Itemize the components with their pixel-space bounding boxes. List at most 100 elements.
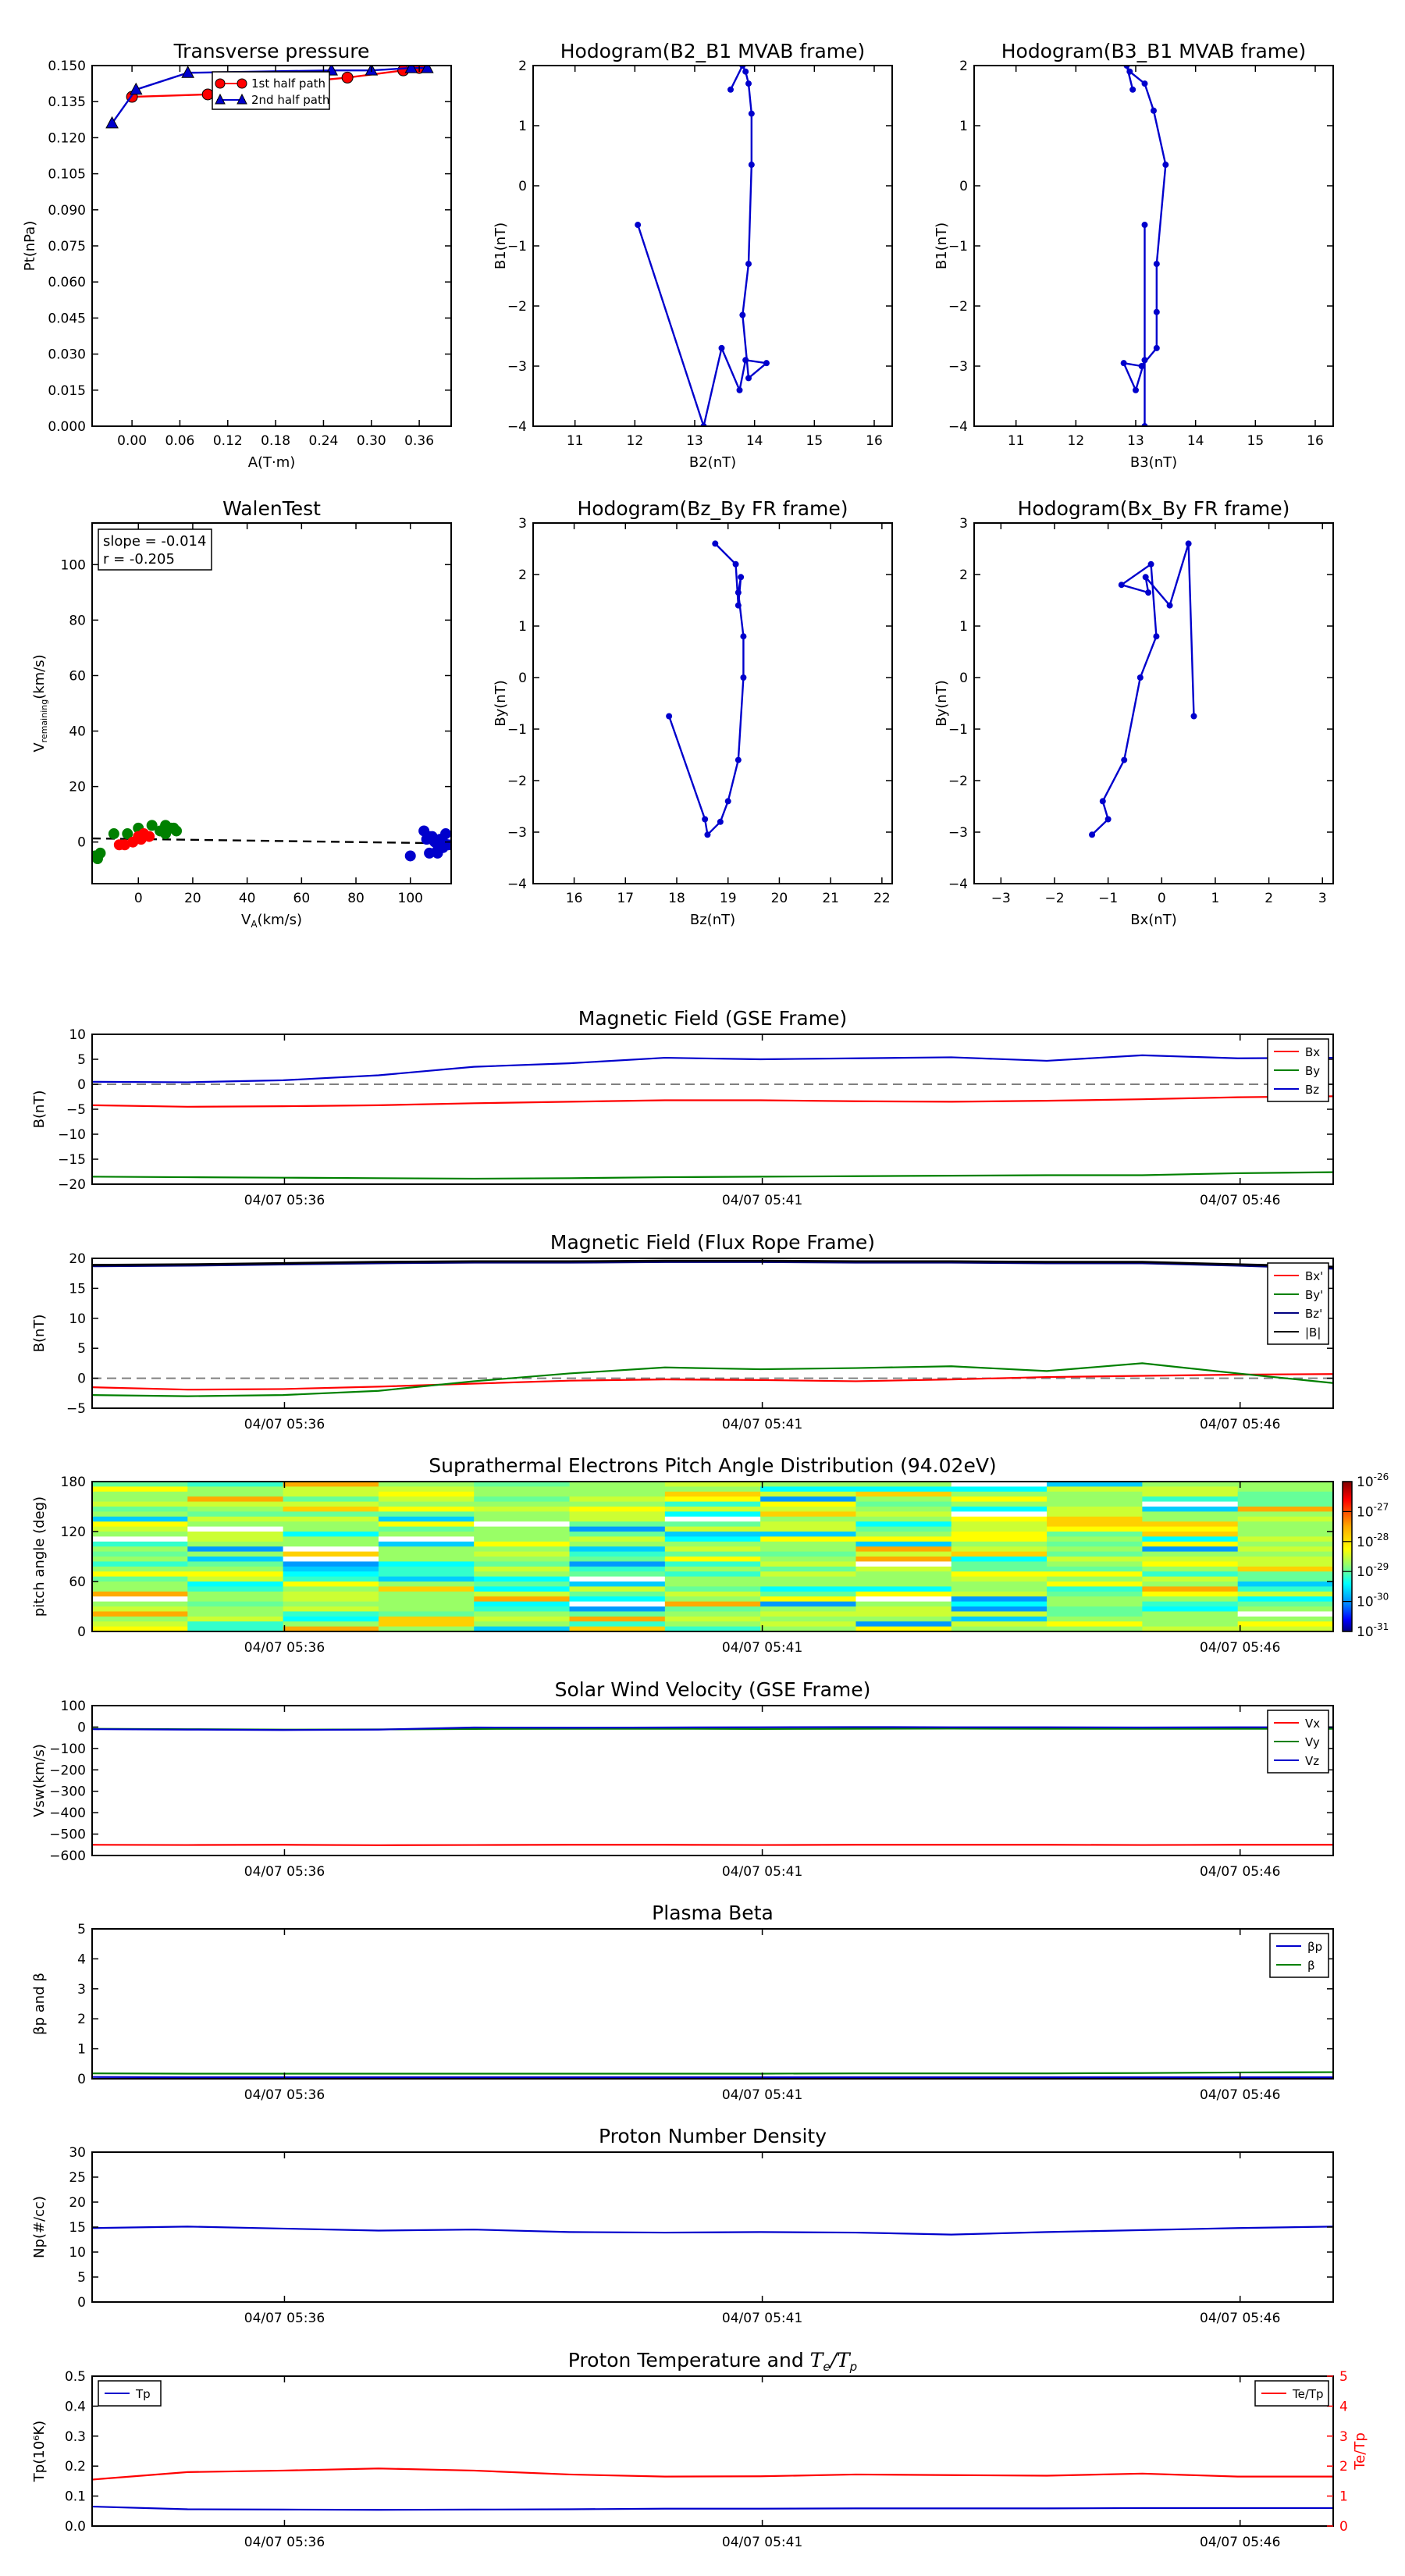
y-tick-label: 0.060	[48, 275, 86, 290]
heatmap-cell	[569, 1606, 666, 1612]
y-tick-label: 0	[518, 671, 527, 686]
heatmap-cell	[92, 1482, 188, 1487]
x-tick-label: 04/07 05:41	[722, 1864, 802, 1880]
y-axis-label: Vsw(km/s)	[31, 1744, 48, 1817]
heatmap-cell	[1142, 1511, 1239, 1517]
data-point	[404, 66, 418, 73]
data-point	[763, 360, 770, 367]
heatmap-cell	[92, 1601, 188, 1607]
heatmap-cell	[474, 1486, 571, 1493]
heatmap-cell	[283, 1591, 379, 1597]
heatmap-cell	[283, 1482, 379, 1487]
heatmap-cell	[569, 1571, 666, 1578]
axes-frame	[91, 1928, 1334, 2080]
heatmap-cell	[187, 1586, 284, 1592]
heatmap-cell	[760, 1591, 856, 1597]
y-tick-label: 0.0	[65, 2519, 86, 2535]
data-point	[738, 574, 745, 581]
data-point	[745, 375, 752, 382]
panel-bfr: −5 0 5 10 15 20 04/07 05:36 04/07 05:41 04/07 05…	[31, 1231, 1334, 1432]
series-Bz-line	[92, 1054, 1333, 1083]
colorbar	[1342, 1481, 1353, 1632]
heatmap-cell	[283, 1521, 379, 1528]
data-point	[1153, 344, 1160, 351]
heatmap-cell	[855, 1546, 952, 1553]
y-tick-label: 10	[69, 1027, 86, 1043]
data-point	[1153, 633, 1160, 640]
x-axis-label-sub: A	[251, 919, 258, 930]
x-tick-label: 16	[566, 891, 583, 906]
heatmap-cell	[187, 1566, 284, 1572]
heatmap-cell	[569, 1507, 666, 1512]
axes-frame	[973, 65, 1334, 427]
heatmap-cell	[1047, 1621, 1143, 1628]
x-tick-label: 17	[617, 891, 634, 906]
heatmap-cell	[1142, 1516, 1239, 1522]
heatmap-cell	[664, 1541, 761, 1547]
heatmap-cell	[474, 1616, 571, 1622]
heatmap-cell	[378, 1546, 475, 1553]
heatmap-cell	[187, 1611, 284, 1617]
heatmap-cell	[1237, 1596, 1333, 1603]
heatmap-cell	[569, 1626, 666, 1631]
chart-title: Plasma Beta	[652, 1902, 774, 1924]
heatmap-cell	[378, 1571, 475, 1578]
heatmap-cell	[92, 1486, 188, 1493]
data-point	[717, 818, 724, 825]
x-tick-label: 14	[1187, 433, 1204, 449]
colorbar-label-base: 10	[1357, 1564, 1374, 1580]
heatmap-cell	[951, 1532, 1048, 1537]
heatmap-cell	[1237, 1616, 1333, 1622]
y-tick-label: 4	[77, 1952, 86, 1967]
heatmap-cell	[92, 1582, 188, 1587]
panel-pad: 10-2610-2710-2810-2910-3010-310601201800…	[31, 1454, 1389, 1656]
x-axis-label: B2(nT)	[689, 454, 736, 471]
x-tick-label: 04/07 05:46	[1200, 1640, 1280, 1656]
colorbar-label: 10-30	[1357, 1592, 1389, 1610]
heatmap-cell	[760, 1596, 856, 1603]
heatmap-cell	[187, 1532, 284, 1537]
heatmap-cell	[951, 1616, 1048, 1622]
data-point	[1141, 222, 1148, 229]
heatmap-cell	[855, 1621, 952, 1628]
legend-label: Tp	[135, 2387, 151, 2401]
colorbar-label-base: 10	[1357, 1624, 1374, 1640]
heatmap-cell	[951, 1496, 1048, 1503]
heatmap-cell	[664, 1591, 761, 1597]
heatmap-cell	[283, 1546, 379, 1553]
heatmap-cell	[1237, 1521, 1333, 1528]
heatmap-cell	[1237, 1571, 1333, 1578]
data-point	[94, 847, 106, 859]
heatmap-cell	[855, 1586, 952, 1592]
heatmap-cell	[664, 1596, 761, 1603]
y-tick-label: 2	[518, 59, 527, 74]
heatmap-cell	[1047, 1541, 1143, 1547]
axes-frame	[91, 1258, 1334, 1409]
heatmap-cell	[569, 1541, 666, 1547]
y-tick-label: −400	[49, 1806, 86, 1821]
heatmap-cell	[760, 1566, 856, 1572]
heatmap-cell	[283, 1541, 379, 1547]
y-tick-label: 60	[69, 1574, 86, 1590]
x-tick-label: 0.36	[404, 433, 434, 449]
heatmap-cell	[283, 1606, 379, 1612]
heatmap-cell	[283, 1621, 379, 1628]
x-tick-label: 0.18	[261, 433, 290, 449]
heatmap-cell	[1047, 1521, 1143, 1528]
legend-label: βp	[1307, 1940, 1322, 1954]
data-point	[122, 828, 133, 840]
heatmap-cell	[760, 1571, 856, 1578]
heatmap-cell	[855, 1606, 952, 1612]
x-tick-label: 15	[806, 433, 823, 449]
heatmap-cell	[569, 1621, 666, 1628]
axes-frame	[91, 2375, 1334, 2527]
heatmap-cell	[1142, 1541, 1239, 1547]
y-tick-label: 2	[518, 568, 527, 583]
y-tick-label: 0.045	[48, 311, 86, 326]
heatmap-cell	[1047, 1526, 1143, 1532]
heatmap-cell	[1237, 1526, 1333, 1532]
chart-title: Magnetic Field (Flux Rope Frame)	[550, 1231, 875, 1254]
y-axis-label: Vremaining(km/s)	[31, 654, 49, 752]
data-point	[1153, 261, 1160, 268]
heatmap-cell	[664, 1561, 761, 1567]
